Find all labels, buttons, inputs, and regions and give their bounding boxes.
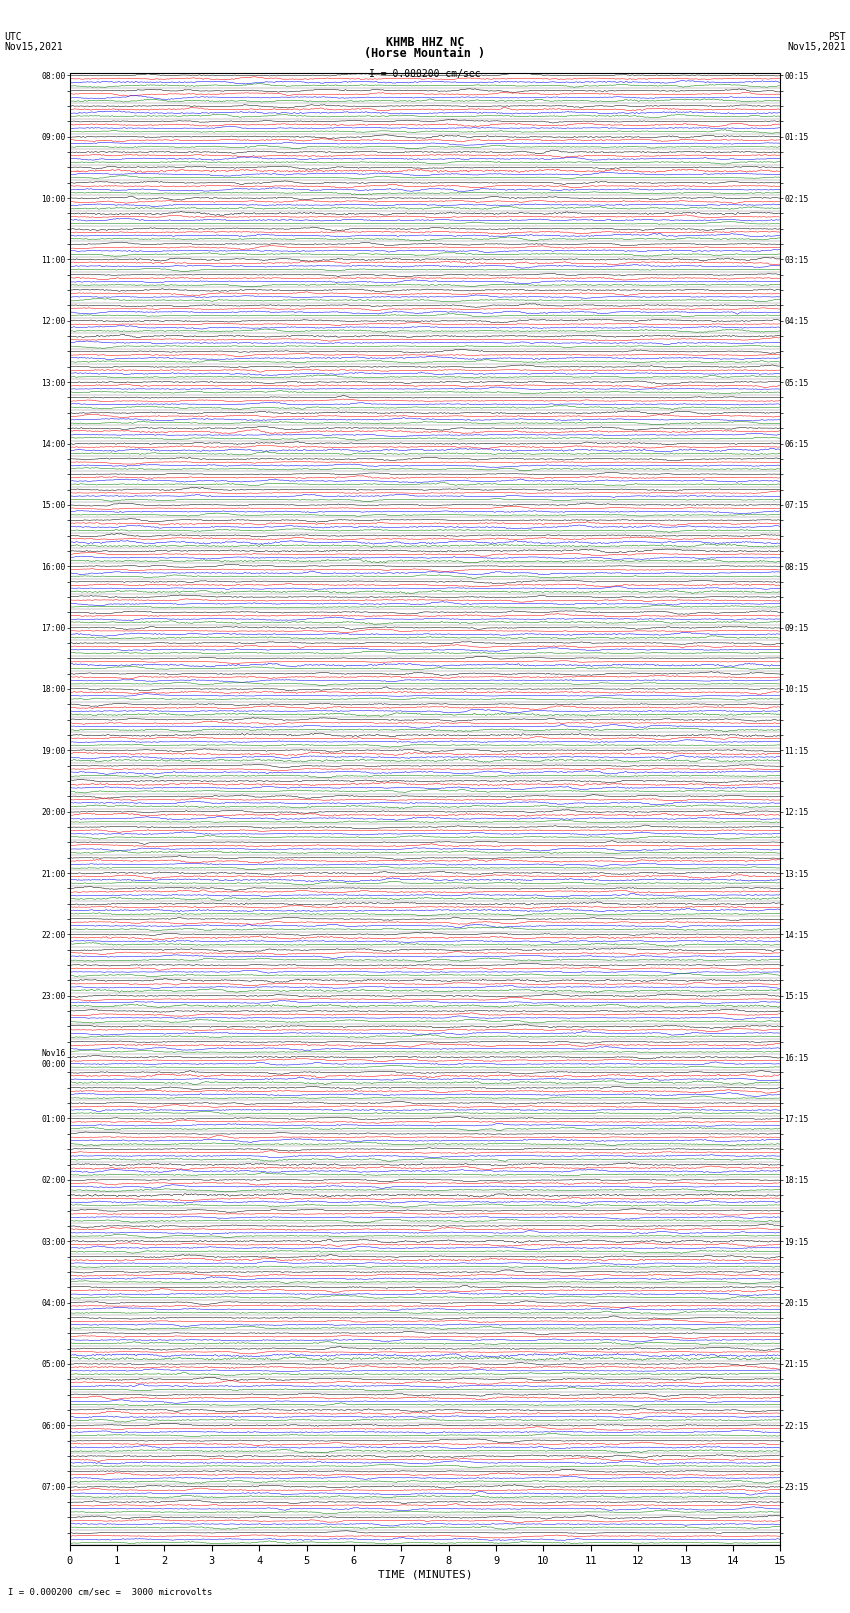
Text: I = 0.000200 cm/sec: I = 0.000200 cm/sec (369, 69, 481, 79)
X-axis label: TIME (MINUTES): TIME (MINUTES) (377, 1569, 473, 1579)
Text: Nov15,2021: Nov15,2021 (4, 42, 63, 52)
Text: PST: PST (828, 32, 846, 42)
Text: (Horse Mountain ): (Horse Mountain ) (365, 47, 485, 60)
Text: UTC: UTC (4, 32, 22, 42)
Text: Nov15,2021: Nov15,2021 (787, 42, 846, 52)
Text: I = 0.000200 cm/sec =  3000 microvolts: I = 0.000200 cm/sec = 3000 microvolts (8, 1587, 212, 1597)
Text: KHMB HHZ NC: KHMB HHZ NC (386, 35, 464, 50)
